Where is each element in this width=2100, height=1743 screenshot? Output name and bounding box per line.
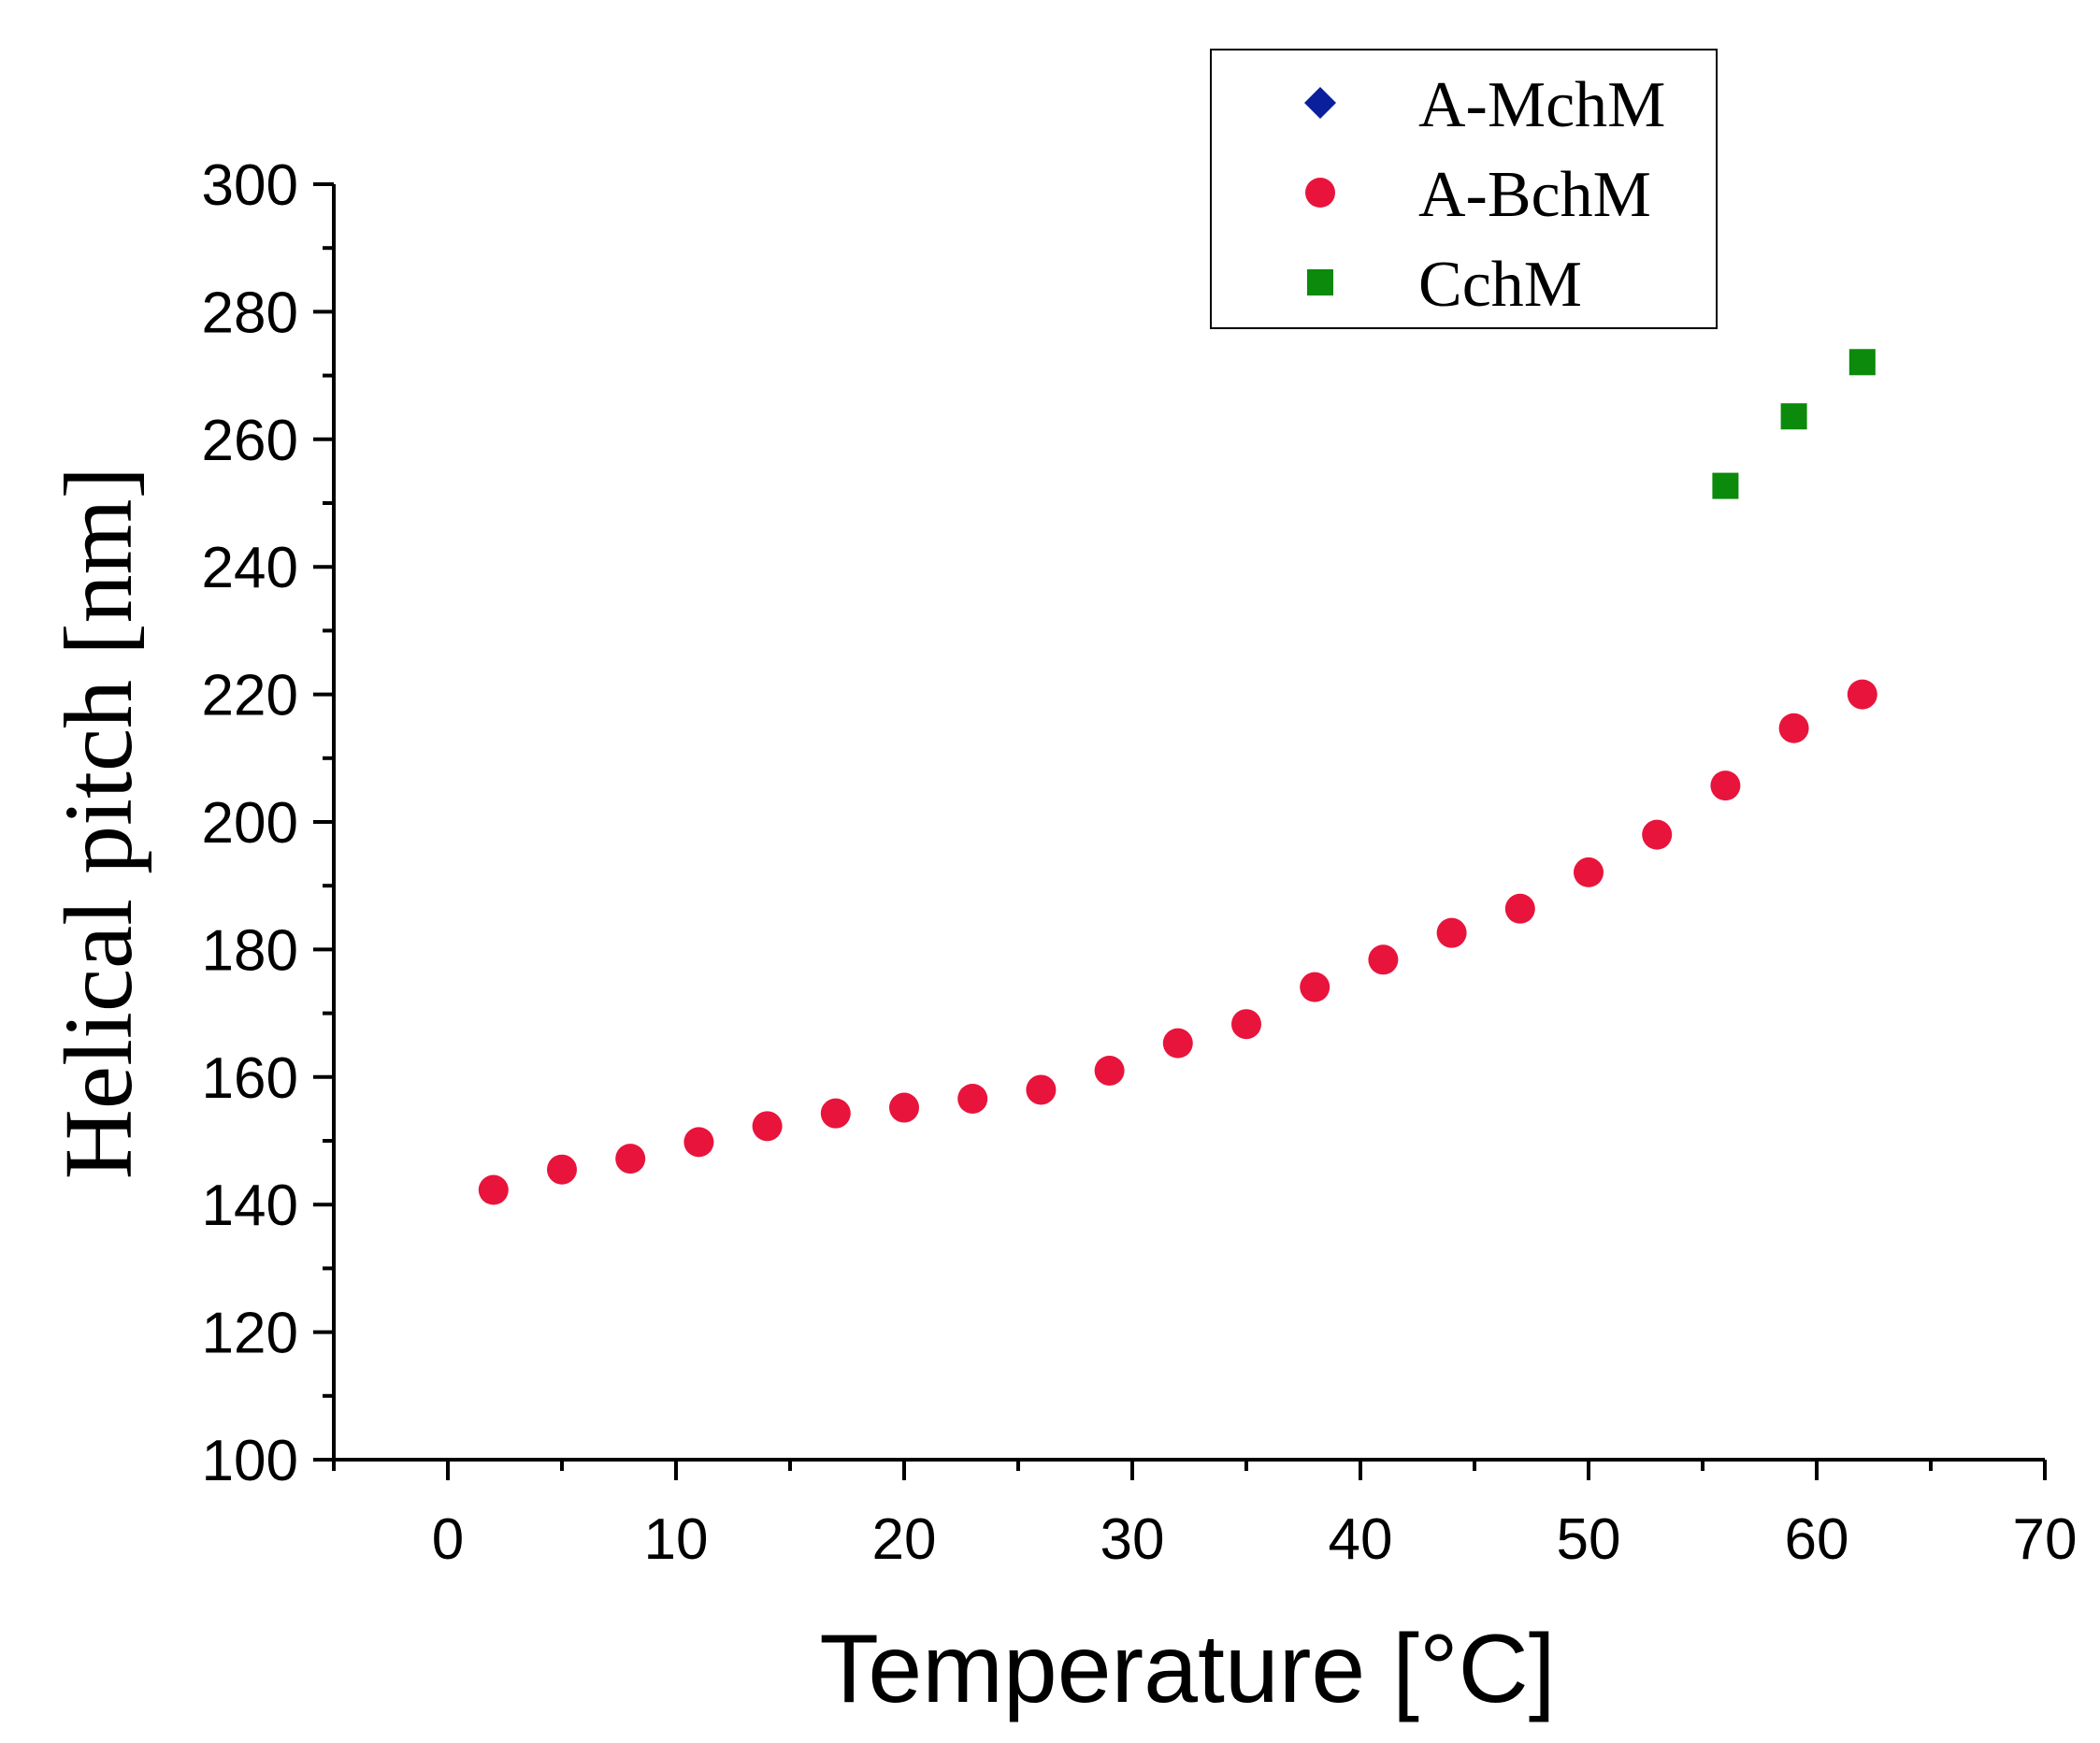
a-bchm-point xyxy=(1436,917,1467,948)
y-tick-label: 200 xyxy=(202,791,298,856)
y-axis-title: Helical pitch [nm] xyxy=(45,467,152,1179)
a-bchm-point xyxy=(615,1144,646,1174)
legend-a-mchm-marker xyxy=(1304,87,1336,119)
legend-cchm-label: CchM xyxy=(1418,249,1582,321)
y-tick-label: 240 xyxy=(202,536,298,600)
y-tick-label: 100 xyxy=(202,1429,298,1493)
legend-a-mchm-label: A-MchM xyxy=(1418,69,1665,141)
x-tick-label: 10 xyxy=(644,1507,709,1572)
y-tick-label: 180 xyxy=(202,918,298,983)
a-bchm-point xyxy=(752,1111,783,1142)
a-bchm-point xyxy=(1300,972,1330,1002)
a-bchm-point xyxy=(1778,713,1809,743)
a-bchm-point xyxy=(1642,819,1673,850)
cchm-point xyxy=(1712,472,1739,499)
x-tick-label: 60 xyxy=(1785,1507,1849,1572)
legend-box xyxy=(1210,49,1718,329)
y-tick-label: 160 xyxy=(202,1046,298,1111)
cchm-point xyxy=(1848,349,1876,376)
a-bchm-point xyxy=(889,1092,919,1123)
cchm-point xyxy=(1780,403,1807,430)
y-tick-label: 120 xyxy=(202,1302,298,1366)
y-tick-label: 300 xyxy=(202,153,298,218)
a-bchm-point xyxy=(1574,857,1604,887)
a-bchm-point xyxy=(478,1174,509,1205)
y-tick-label: 140 xyxy=(202,1174,298,1238)
a-bchm-point xyxy=(1162,1028,1193,1059)
x-tick-label: 50 xyxy=(1557,1507,1621,1572)
a-bchm-point xyxy=(547,1154,577,1185)
a-bchm-point xyxy=(683,1127,714,1158)
y-tick-label: 220 xyxy=(202,664,298,728)
a-bchm-point xyxy=(957,1083,988,1114)
x-tick-label: 20 xyxy=(872,1507,937,1572)
a-bchm-point xyxy=(1094,1055,1125,1086)
a-bchm-point xyxy=(1847,679,1877,710)
axes: 100 120 140 160 180 200 220 240 260 280 300 0 10 20 30… xyxy=(202,153,2078,1572)
a-bchm-point xyxy=(1504,893,1535,924)
a-bchm-point xyxy=(820,1098,851,1129)
legend-cchm-marker xyxy=(1307,269,1333,295)
a-bchm-point xyxy=(1368,944,1399,975)
legend-a-bchm-marker xyxy=(1305,178,1335,208)
x-tick-label: 70 xyxy=(2013,1507,2078,1572)
a-bchm-point xyxy=(1026,1074,1057,1105)
a-bchm-point xyxy=(1231,1009,1261,1040)
y-tick-label: 260 xyxy=(202,409,298,473)
x-tick-label: 40 xyxy=(1329,1507,1393,1572)
x-tick-label: 30 xyxy=(1100,1507,1165,1572)
a-bchm-point xyxy=(1710,771,1741,801)
x-tick-label: 0 xyxy=(432,1507,464,1572)
legend-a-bchm-label: A-BchM xyxy=(1418,159,1651,231)
x-axis-title: Temperature [°C] xyxy=(819,1615,1555,1723)
data-points xyxy=(478,349,1877,1205)
y-tick-label: 280 xyxy=(202,281,298,345)
legend: A-MchM A-BchM CchM xyxy=(1210,49,1718,329)
